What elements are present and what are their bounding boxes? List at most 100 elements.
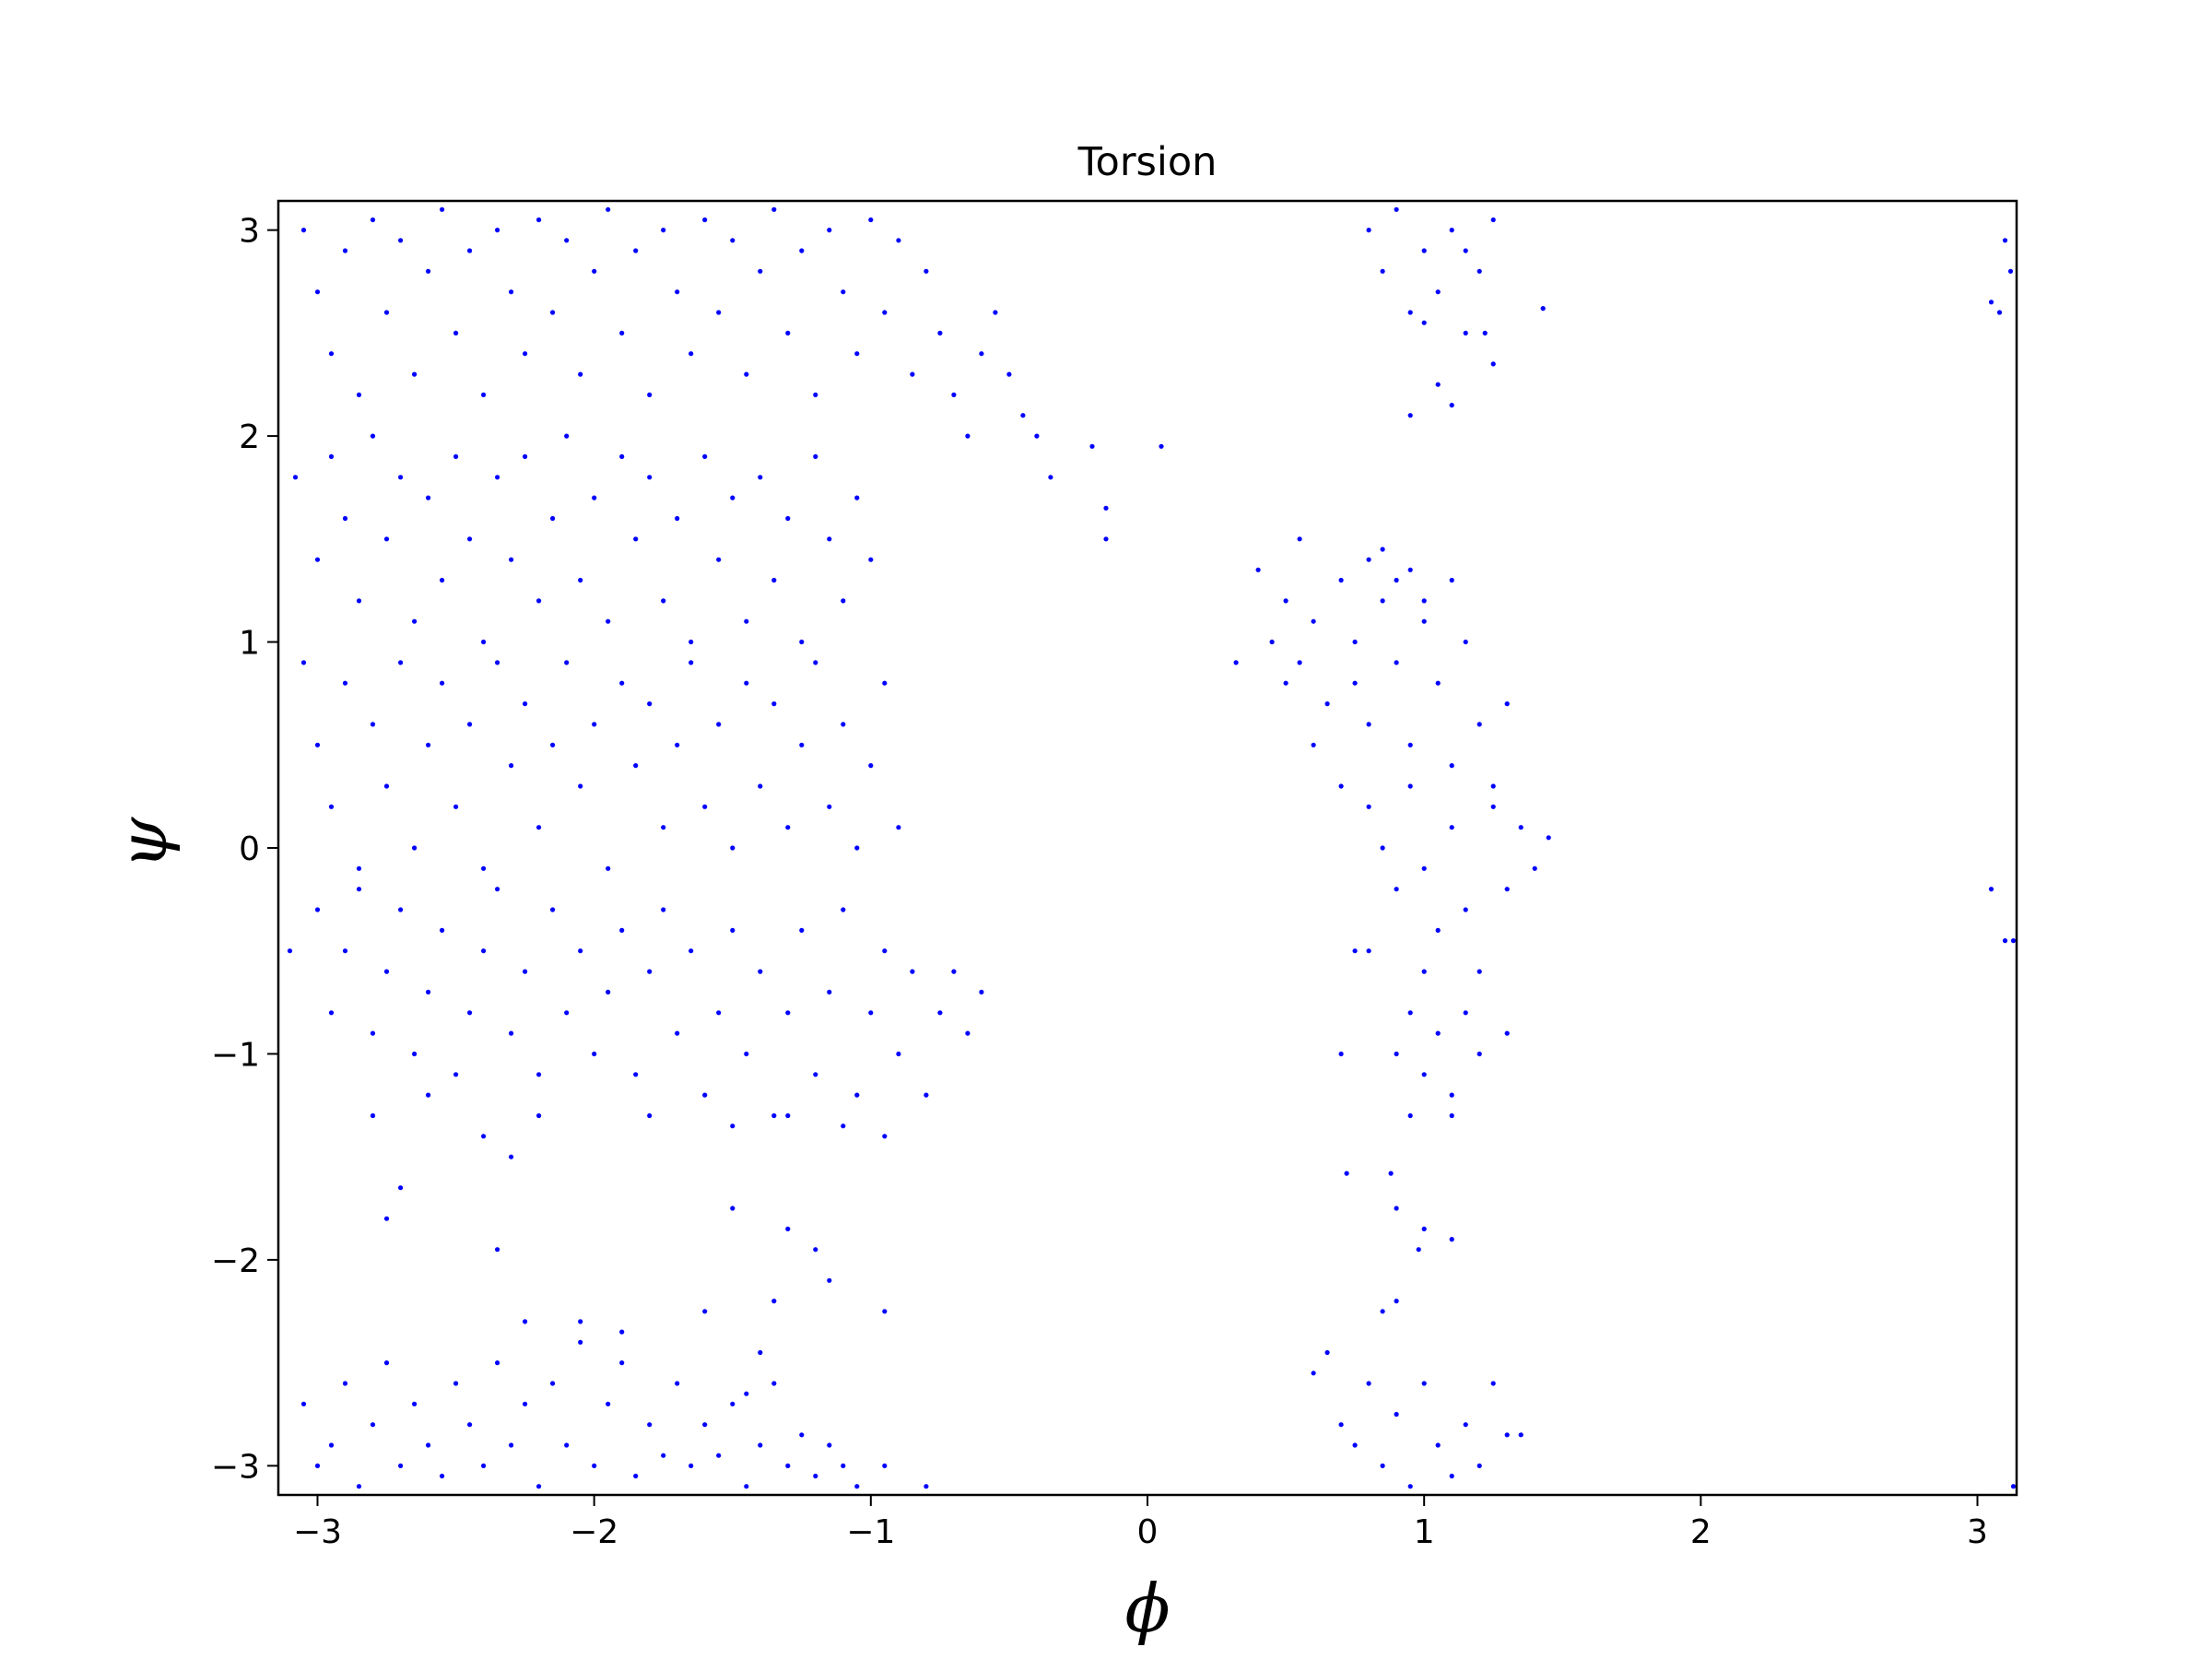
scatter-point [1366,557,1371,562]
scatter-point [370,1422,376,1428]
scatter-point [1421,1226,1427,1231]
scatter-point [675,515,680,522]
scatter-point [328,804,335,809]
scatter-point [606,989,611,994]
scatter-point [1324,1349,1330,1356]
scatter-point [854,351,860,357]
scatter-point [536,1072,542,1077]
scatter-point [882,1134,888,1139]
scatter-point [675,289,680,295]
scatter-point [675,1030,680,1036]
scatter-point [578,1339,583,1345]
scatter-point [523,1401,528,1406]
scatter-point [398,660,404,665]
scatter-point [412,1051,418,1057]
scatter-point [965,1030,971,1036]
scatter-point [896,1051,901,1057]
scatter-point [951,969,957,974]
scatter-point [647,475,653,480]
scatter-point [1394,1051,1399,1057]
scatter-point [688,351,694,357]
scatter-point [356,598,362,604]
scatter-point [633,1473,639,1479]
scatter-point [550,515,556,522]
scatter-point [1504,701,1510,707]
scatter-point [1338,1422,1344,1428]
scatter-point [771,1381,777,1386]
scatter-point [841,907,846,912]
scatter-point [758,1442,763,1448]
scatter-point [730,845,735,851]
scatter-point [606,865,611,871]
scatter-point [453,804,459,809]
scatter-point [440,206,445,212]
scatter-point [370,722,376,727]
scatter-point [979,989,984,994]
scatter-point [1988,300,1994,305]
scatter-point [924,1484,929,1489]
scatter-point [1421,248,1427,253]
scatter-point [1504,1030,1510,1036]
scatter-point [771,1299,777,1304]
scatter-point [1388,1171,1394,1176]
scatter-point [716,557,722,562]
x-tick-label: 3 [1967,1513,1988,1551]
scatter-point [799,639,805,645]
scatter-point [924,268,929,274]
scatter-point [1421,598,1427,604]
scatter-point [314,907,321,912]
scatter-point [827,536,832,542]
scatter-point [647,1112,653,1119]
scatter-point [647,392,653,397]
scatter-point [937,330,943,335]
scatter-point [314,289,321,295]
scatter-point [813,1247,818,1253]
scatter-point [1407,413,1413,418]
scatter-point [619,927,625,934]
scatter-point [1463,1422,1468,1428]
scatter-point [342,1381,348,1386]
scatter-point [1366,948,1371,954]
scatter-point [383,1216,390,1221]
scatter-point [702,1092,708,1098]
y-tick-label: 1 [239,625,260,663]
scatter-point [495,475,500,480]
scatter-point [2002,938,2008,944]
x-tick-label: 1 [1414,1513,1435,1551]
scatter-point [771,701,777,707]
scatter-point [785,825,791,830]
scatter-point [356,887,362,892]
scatter-point [536,1484,542,1489]
scatter-point [841,289,846,295]
scatter-point [440,927,445,934]
scatter-point [398,238,404,243]
scatter-point [453,1072,459,1077]
scatter-point [1477,969,1482,974]
scatter-point [328,1442,335,1448]
y-tick-label: −2 [211,1242,260,1280]
scatter-point [342,680,348,686]
scatter-point [730,238,735,243]
scatter-point [536,825,542,830]
scatter-point [287,948,293,954]
scatter-point [979,351,984,357]
scatter-point [412,618,418,624]
scatter-point [342,248,348,253]
scatter-point [813,660,818,665]
scatter-point [841,598,846,604]
scatter-point [370,433,376,439]
scatter-point [1394,660,1399,665]
scatter-point [550,310,556,315]
scatter-point [799,742,805,747]
scatter-point [481,948,487,954]
scatter-point [592,495,597,500]
scatter-point [799,248,805,253]
scatter-point [661,598,666,604]
scatter-point [578,1319,583,1324]
scatter-point [523,1319,528,1324]
scatter-point [592,1051,597,1057]
scatter-point [730,1206,735,1211]
scatter-point [1490,217,1496,223]
scatter-point [1463,907,1468,912]
scatter-point [1449,403,1454,408]
